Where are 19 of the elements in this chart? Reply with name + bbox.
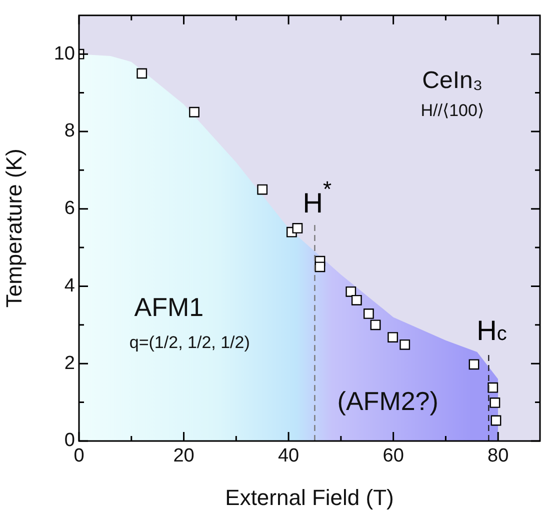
annotation: q=(1/2, 1/2, 1/2) (129, 332, 250, 352)
annotation: CeIn₃ (422, 66, 483, 94)
annotation: H//⟨100⟩ (420, 100, 484, 120)
y-tick-label: 8 (64, 120, 75, 142)
x-tick-label: 20 (173, 446, 194, 467)
y-tick-label: 0 (64, 430, 75, 452)
x-tick-label: 60 (382, 446, 404, 467)
annotation: AFM1 (134, 292, 204, 322)
x-tick-label: 40 (278, 446, 300, 467)
ref-line-label: H* (302, 176, 332, 218)
y-axis-title: Temperature (K) (1, 148, 26, 308)
y-tick-label: 10 (54, 43, 75, 64)
y-tick-label: 6 (64, 198, 75, 220)
ref-line-label: Hc (476, 315, 507, 346)
x-axis-title: External Field (T) (225, 484, 394, 510)
y-tick-label: 2 (64, 352, 75, 374)
x-tick-label: 80 (488, 446, 509, 467)
y-tick-label: 4 (64, 275, 76, 296)
annotation: (AFM2?) (337, 386, 438, 416)
